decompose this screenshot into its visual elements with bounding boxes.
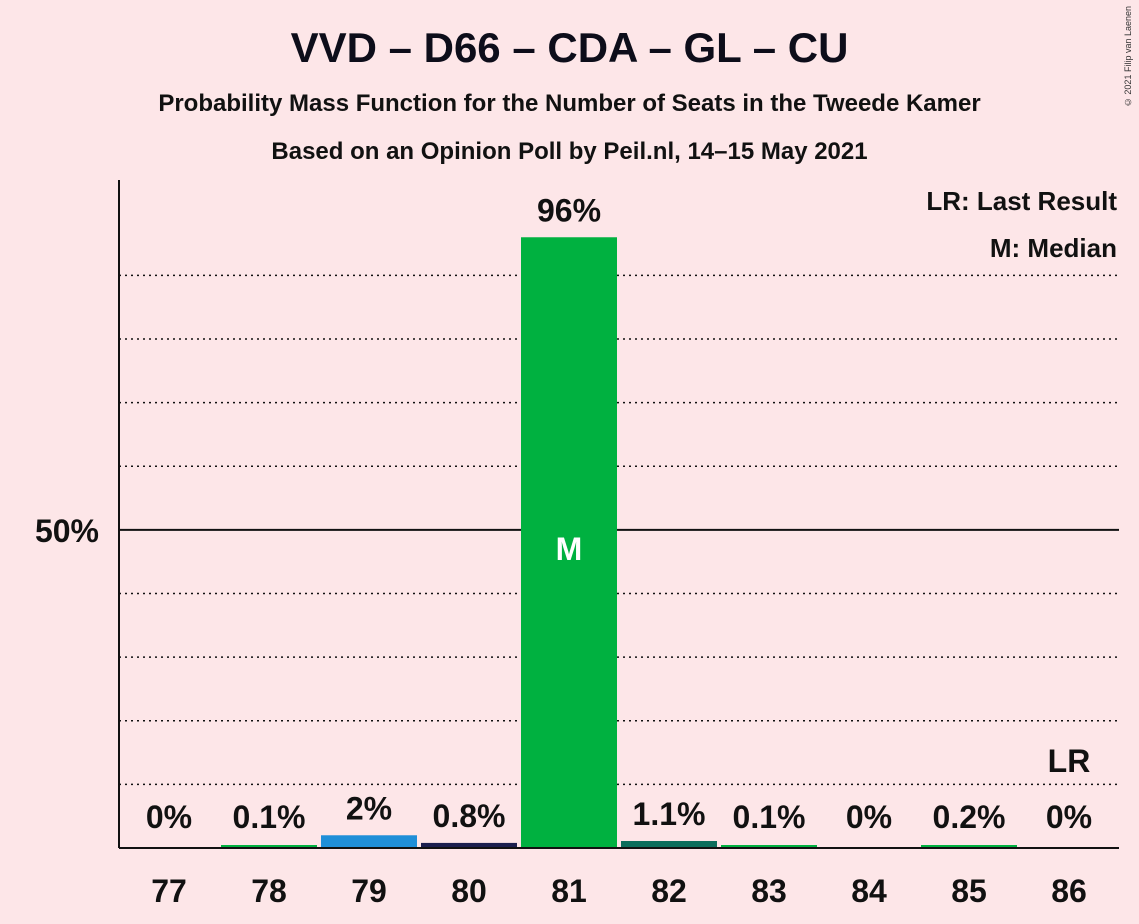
x-tick-label-83: 83 bbox=[751, 873, 787, 909]
value-label-80: 0.8% bbox=[433, 798, 506, 834]
x-tick-label-80: 80 bbox=[451, 873, 487, 909]
bar-82 bbox=[621, 841, 717, 848]
last-result-marker: LR bbox=[1048, 743, 1091, 779]
bar-85 bbox=[921, 845, 1017, 848]
legend-last-result: LR: Last Result bbox=[926, 186, 1117, 216]
x-tick-label-79: 79 bbox=[351, 873, 387, 909]
bar-81 bbox=[521, 237, 617, 848]
bar-79 bbox=[321, 835, 417, 848]
value-label-84: 0% bbox=[846, 799, 892, 835]
x-tick-label-82: 82 bbox=[651, 873, 687, 909]
x-tick-label-86: 86 bbox=[1051, 873, 1087, 909]
value-label-79: 2% bbox=[346, 790, 392, 826]
value-label-82: 1.1% bbox=[633, 796, 706, 832]
bar-83 bbox=[721, 845, 817, 848]
median-marker: M bbox=[556, 531, 583, 567]
value-label-81: 96% bbox=[537, 192, 601, 228]
ytick-label-50: 50% bbox=[35, 513, 99, 549]
value-label-83: 0.1% bbox=[733, 799, 806, 835]
bar-78 bbox=[221, 845, 317, 848]
value-label-78: 0.1% bbox=[233, 799, 306, 835]
chart-title: VVD – D66 – CDA – GL – CU bbox=[290, 24, 849, 71]
x-tick-label-77: 77 bbox=[151, 873, 187, 909]
bar-80 bbox=[421, 842, 517, 848]
legend-median: M: Median bbox=[990, 233, 1117, 263]
x-tick-label-84: 84 bbox=[851, 873, 887, 909]
x-tick-label-81: 81 bbox=[551, 873, 587, 909]
value-label-85: 0.2% bbox=[933, 799, 1006, 835]
x-tick-label-78: 78 bbox=[251, 873, 287, 909]
x-tick-label-85: 85 bbox=[951, 873, 987, 909]
chart-source: Based on an Opinion Poll by Peil.nl, 14–… bbox=[271, 138, 868, 165]
value-label-77: 0% bbox=[146, 799, 192, 835]
value-label-86: 0% bbox=[1046, 799, 1092, 835]
chart-subtitle: Probability Mass Function for the Number… bbox=[158, 90, 981, 117]
